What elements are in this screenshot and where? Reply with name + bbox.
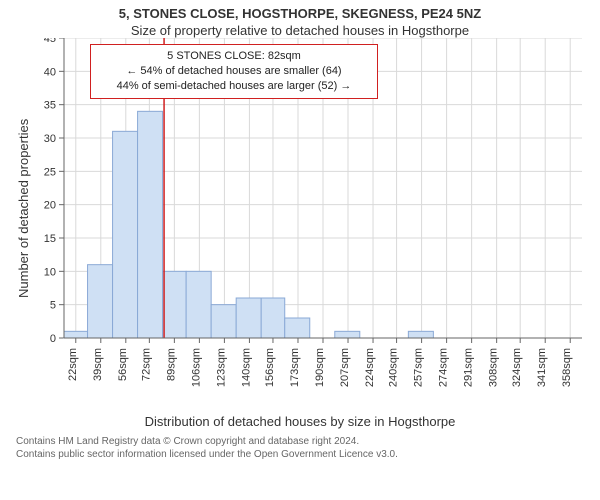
svg-text:0: 0 bbox=[50, 333, 56, 345]
title-line-1: 5, STONES CLOSE, HOGSTHORPE, SKEGNESS, P… bbox=[0, 6, 600, 21]
svg-text:40: 40 bbox=[44, 66, 56, 78]
svg-text:15: 15 bbox=[44, 233, 56, 245]
info-line-1: 5 STONES CLOSE: 82sqm bbox=[99, 49, 369, 64]
svg-text:56sqm: 56sqm bbox=[117, 348, 129, 381]
svg-text:140sqm: 140sqm bbox=[240, 348, 252, 387]
svg-text:224sqm: 224sqm bbox=[364, 348, 376, 387]
svg-text:89sqm: 89sqm bbox=[165, 348, 177, 381]
svg-text:173sqm: 173sqm bbox=[289, 348, 301, 387]
svg-text:291sqm: 291sqm bbox=[463, 348, 475, 387]
info-line-3: 44% of semi-detached houses are larger (… bbox=[99, 79, 369, 94]
svg-text:341sqm: 341sqm bbox=[536, 348, 548, 387]
chart-area: Number of detached properties 0 5 10 15 20 25… bbox=[0, 38, 600, 408]
svg-text:20: 20 bbox=[44, 200, 56, 212]
property-info-box: 5 STONES CLOSE: 82sqm ← 54% of detached … bbox=[90, 44, 378, 99]
svg-text:156sqm: 156sqm bbox=[264, 348, 276, 387]
info-line-2: ← 54% of detached houses are smaller (64… bbox=[99, 64, 369, 79]
svg-text:39sqm: 39sqm bbox=[92, 348, 104, 381]
svg-text:5: 5 bbox=[50, 300, 56, 312]
attribution-line-2: Contains public sector information licen… bbox=[16, 448, 584, 461]
chart-header: 5, STONES CLOSE, HOGSTHORPE, SKEGNESS, P… bbox=[0, 0, 600, 38]
x-axis-label: Distribution of detached houses by size … bbox=[0, 414, 600, 429]
svg-text:190sqm: 190sqm bbox=[314, 348, 326, 387]
svg-text:35: 35 bbox=[44, 100, 56, 112]
svg-text:240sqm: 240sqm bbox=[388, 348, 400, 387]
attribution-text: Contains HM Land Registry data © Crown c… bbox=[0, 429, 600, 461]
svg-text:358sqm: 358sqm bbox=[561, 348, 573, 387]
svg-text:324sqm: 324sqm bbox=[511, 348, 523, 387]
svg-text:274sqm: 274sqm bbox=[438, 348, 450, 387]
attribution-line-1: Contains HM Land Registry data © Crown c… bbox=[16, 435, 584, 448]
svg-text:25: 25 bbox=[44, 166, 56, 178]
svg-text:10: 10 bbox=[44, 266, 56, 278]
svg-text:308sqm: 308sqm bbox=[488, 348, 500, 387]
svg-text:72sqm: 72sqm bbox=[140, 348, 152, 381]
svg-text:22sqm: 22sqm bbox=[67, 348, 79, 381]
svg-text:45: 45 bbox=[44, 38, 56, 45]
svg-text:30: 30 bbox=[44, 133, 56, 145]
y-axis-label: Number of detached properties bbox=[16, 119, 31, 298]
title-line-2: Size of property relative to detached ho… bbox=[0, 23, 600, 38]
svg-text:106sqm: 106sqm bbox=[190, 348, 202, 387]
svg-text:257sqm: 257sqm bbox=[413, 348, 425, 387]
svg-text:207sqm: 207sqm bbox=[339, 348, 351, 387]
svg-text:123sqm: 123sqm bbox=[215, 348, 227, 387]
